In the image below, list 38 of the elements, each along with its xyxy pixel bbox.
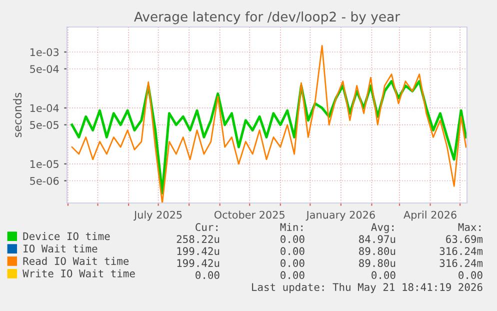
legend-label: IO Wait time [24, 244, 98, 253]
line-series [71, 44, 467, 203]
text: 0.00 [280, 259, 304, 268]
text: Min: [280, 222, 302, 231]
legend-label: Write IO Wait time [22, 269, 135, 278]
text: 0.00 [458, 271, 482, 280]
text: 0.00 [280, 247, 304, 256]
text: 0.00 [196, 271, 220, 280]
y-tick-label: 5e-04 [30, 65, 59, 73]
text: Cur: [196, 223, 218, 232]
x-tick-label: October 2025 [214, 210, 284, 219]
x-tick-label: July 2025 [134, 210, 182, 221]
x-tick-label: January 2026 [306, 210, 375, 221]
text: 89.80u [359, 247, 396, 256]
chart-title: Average latency for /dev/loop2 - by year [134, 11, 400, 24]
text: 316.24m [440, 259, 483, 268]
text: 258.22u [176, 235, 220, 244]
text: Last update: Thu May 21 18:41:19 2026 [252, 282, 482, 294]
text: 89.80u [359, 259, 396, 268]
text: 199.42u [177, 247, 220, 256]
text: 84.97u [359, 235, 396, 244]
legend-label: Read IO Wait time [23, 256, 129, 265]
y-tick-label: 1e-04 [30, 104, 59, 112]
text: Avg: [371, 223, 394, 234]
text: 316.24m [440, 247, 483, 256]
y-tick-label: 5e-05 [30, 121, 58, 129]
y-axis-title: seconds [13, 92, 22, 138]
text: Max: [458, 223, 480, 232]
text: 0.00 [280, 235, 304, 244]
text: 63.69m [446, 235, 483, 244]
y-tick-label: 1e-03 [30, 48, 59, 56]
y-tick-label: 5e-06 [30, 176, 59, 185]
text: 0.00 [372, 271, 396, 280]
text: 0.00 [280, 271, 304, 280]
text: 199.42u [177, 259, 220, 268]
y-tick-label: 1e-05 [30, 160, 58, 168]
legend-label: Device IO time [23, 232, 110, 240]
x-tick-label: April 2026 [404, 210, 456, 221]
